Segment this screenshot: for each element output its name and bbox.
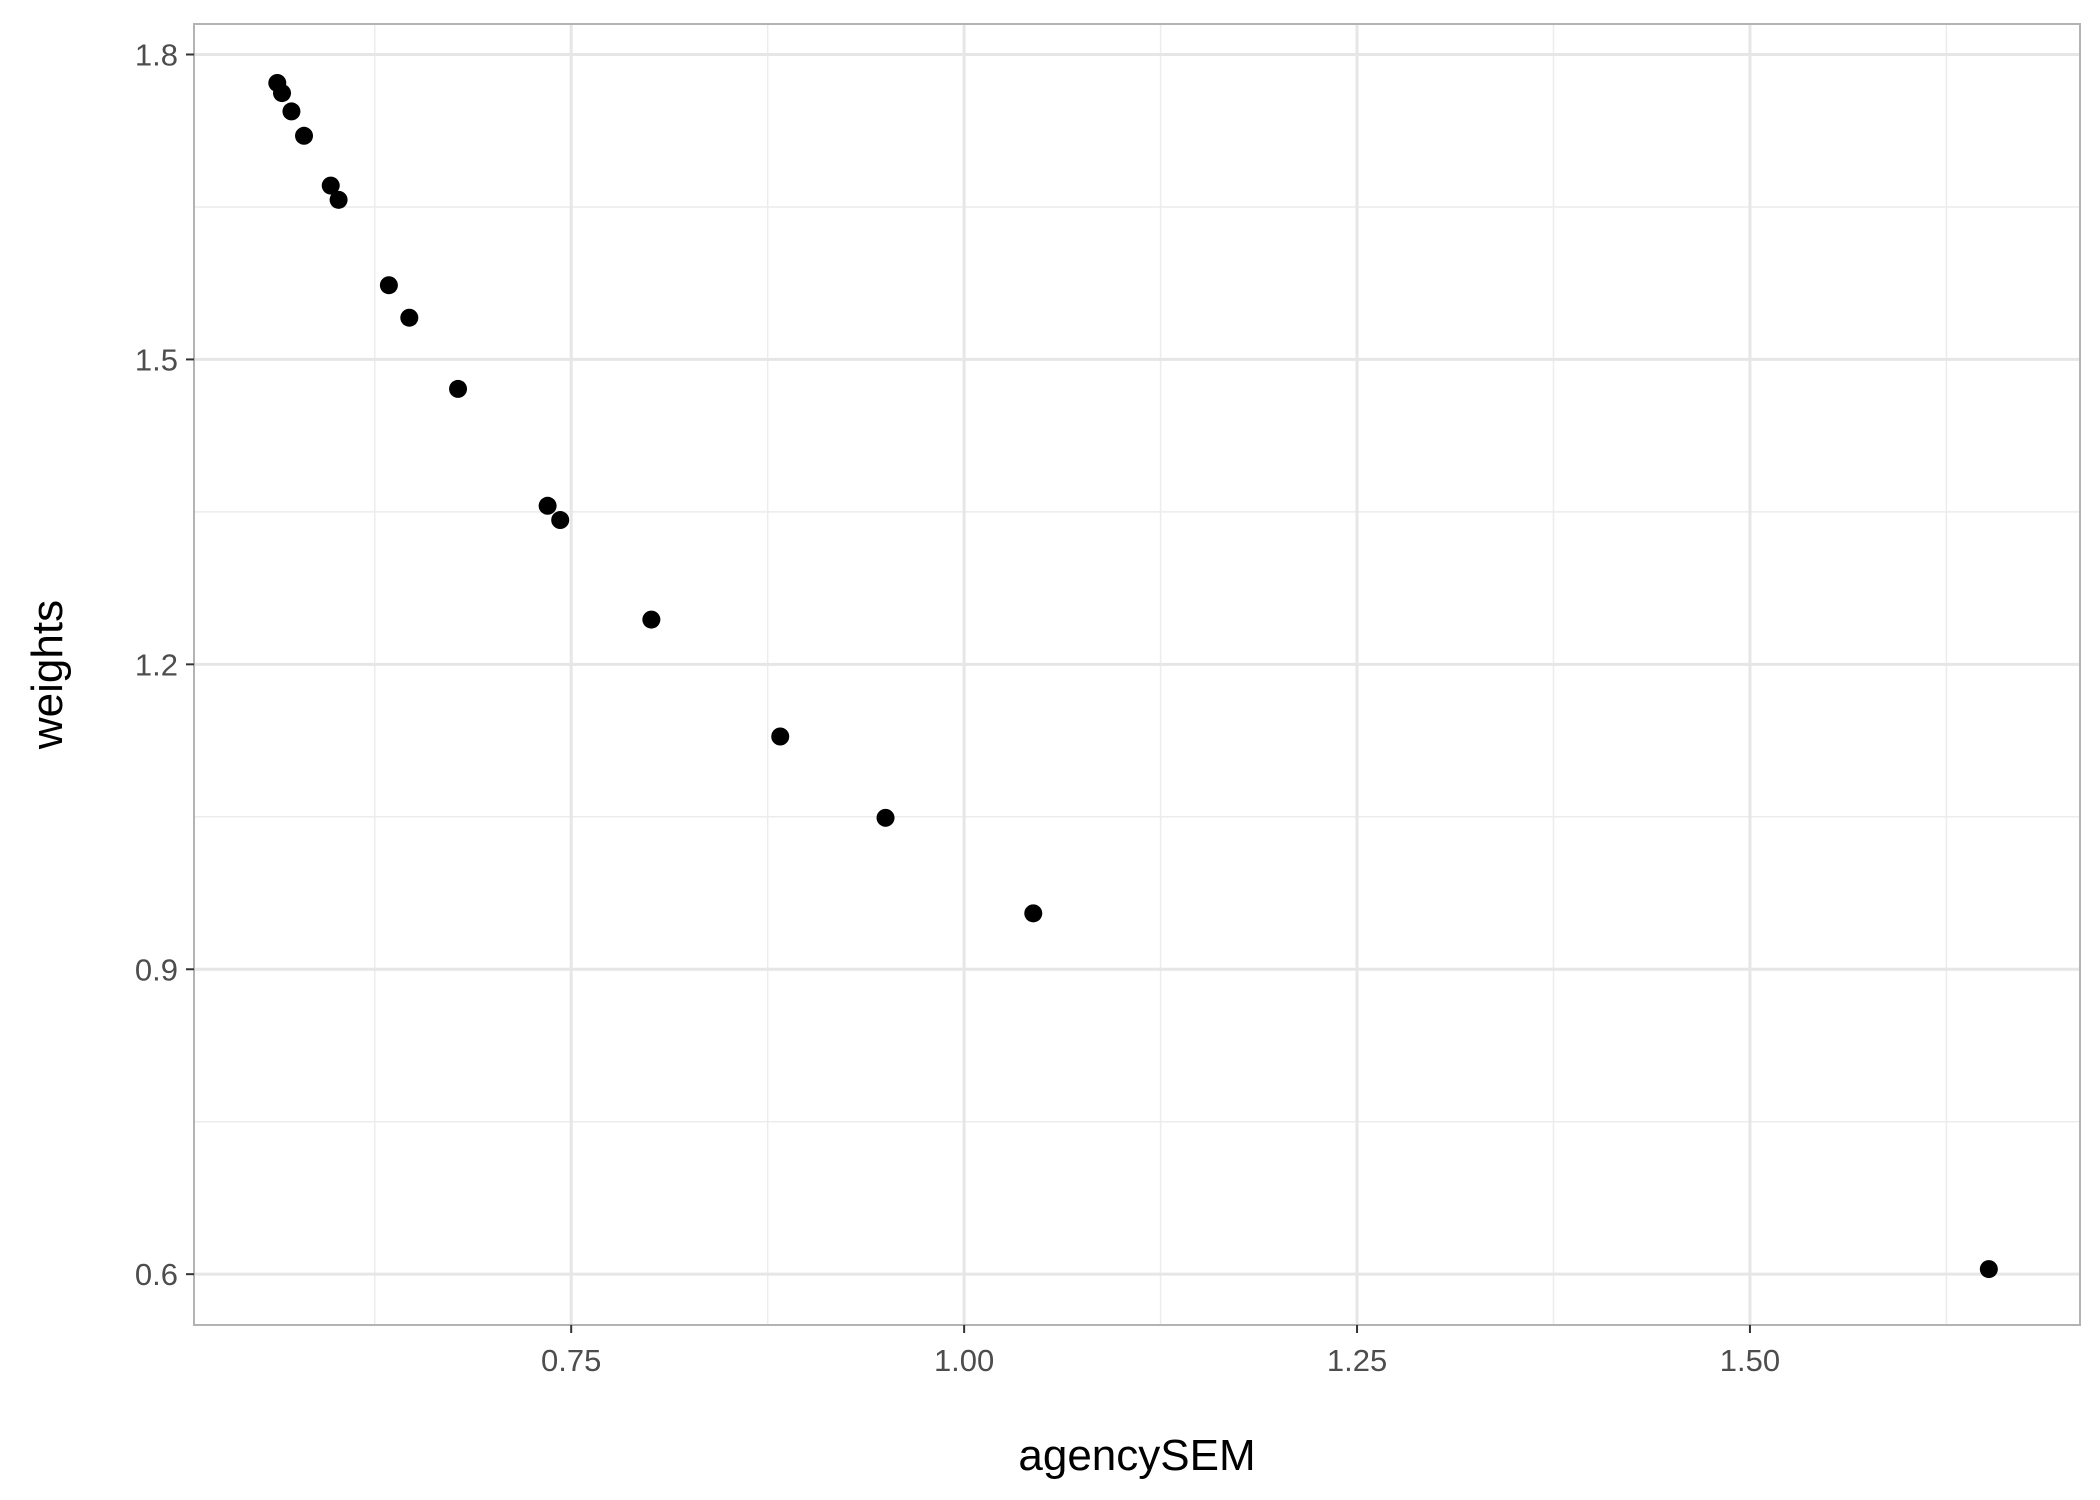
y-tick-label: 1.5 <box>135 342 178 377</box>
data-point <box>771 727 790 746</box>
x-tick-label: 0.75 <box>541 1343 601 1378</box>
x-tick-label: 1.50 <box>1720 1343 1780 1378</box>
axis-ticks: 0.75 1.00 1.25 1.50 0.6 0.9 1.2 1.5 1.8 <box>135 37 1780 1378</box>
x-tick-label: 1.00 <box>934 1343 994 1378</box>
data-point <box>282 102 301 121</box>
y-tick-label: 1.2 <box>135 647 178 682</box>
x-axis-title: agencySEM <box>1018 1431 1255 1480</box>
data-point <box>273 84 292 103</box>
data-point <box>1979 1260 1998 1279</box>
y-tick-label: 1.8 <box>135 37 178 72</box>
data-point <box>538 496 557 515</box>
data-point <box>1024 904 1043 923</box>
major-gridlines <box>194 24 2080 1325</box>
data-point <box>642 610 661 629</box>
data-point <box>449 379 468 398</box>
data-points <box>268 73 1998 1279</box>
x-tick-label: 1.25 <box>1327 1343 1387 1378</box>
data-point <box>329 190 348 209</box>
plot-panel-border <box>193 23 2081 1326</box>
data-point <box>295 126 314 145</box>
data-point <box>379 276 398 295</box>
y-tick-label: 0.6 <box>135 1257 178 1292</box>
minor-gridlines <box>194 24 2080 1325</box>
data-point <box>321 176 340 195</box>
y-axis-title: weights <box>23 600 72 750</box>
y-tick-label: 0.9 <box>135 952 178 987</box>
data-point <box>876 808 895 827</box>
data-point <box>400 308 419 327</box>
data-point <box>551 511 570 530</box>
